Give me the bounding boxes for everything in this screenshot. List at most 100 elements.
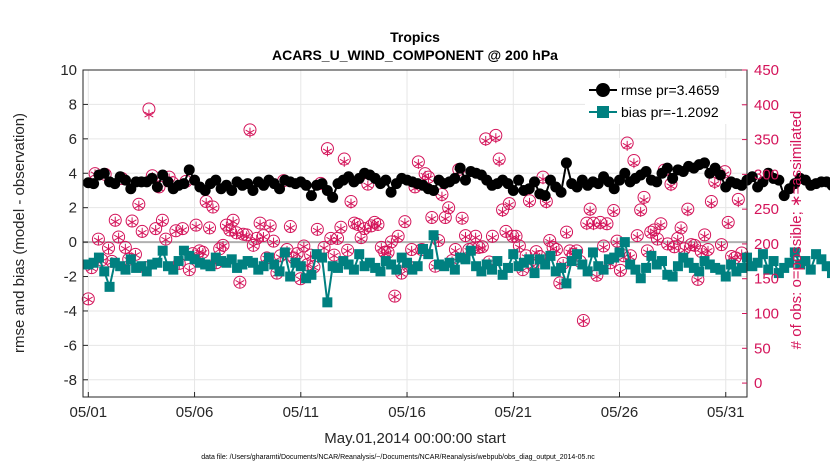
obs-assimilated-point	[602, 220, 612, 231]
legend-bias-label: bias pr=-1.2092	[621, 104, 719, 120]
bias-point	[412, 261, 423, 272]
rmse-point	[773, 174, 785, 186]
obs-assimilated-point	[110, 216, 120, 227]
obs-assimilated-point	[656, 220, 666, 231]
bias-point	[232, 262, 243, 273]
rmse-point	[183, 164, 195, 176]
right-tick-label: 50	[754, 340, 771, 357]
bias-point	[237, 259, 248, 270]
obs-assimilated-point	[481, 135, 491, 146]
bias-point	[667, 271, 678, 282]
bias-point	[83, 259, 94, 270]
right-tick-label: 350	[754, 132, 779, 149]
obs-assimilated-point	[524, 197, 535, 208]
obs-assimilated-point	[716, 241, 727, 252]
rmse-point	[640, 166, 652, 178]
obs-assimilated-point	[231, 229, 242, 240]
bias-point	[109, 257, 120, 268]
obs-assimilated-point	[629, 158, 639, 169]
bias-point	[572, 249, 583, 260]
obs-possible-point	[182, 263, 196, 277]
bias-point	[173, 256, 184, 267]
right-tick-label: 250	[754, 201, 779, 218]
obs-assimilated-point	[343, 245, 353, 256]
rmse-point	[507, 184, 519, 196]
bias-point	[518, 257, 529, 268]
rmse-point	[88, 178, 100, 190]
bias-point	[444, 257, 455, 268]
x-tick-label: 05/21	[494, 404, 532, 421]
bias-point	[476, 266, 487, 277]
bias-point	[816, 254, 827, 265]
obs-assimilated-point	[632, 231, 642, 242]
bias-point	[566, 256, 577, 267]
obs-assimilated-point	[710, 179, 720, 190]
bias-point	[194, 257, 205, 268]
bias-point	[757, 249, 768, 260]
obs-assimilated-point	[265, 222, 275, 233]
bias-point	[646, 250, 657, 261]
bias-point	[603, 254, 614, 265]
rmse-point	[459, 174, 471, 186]
obs-assimilated-point	[225, 226, 235, 237]
obs-assimilated-point	[285, 222, 295, 233]
left-tick-label: -6	[64, 337, 77, 354]
rmse-point	[619, 167, 631, 179]
left-axis: -8 -6 -4 -2 0 2 4 6 8 10	[60, 62, 88, 389]
obs-assimilated-point	[497, 206, 508, 217]
bias-point	[417, 243, 428, 254]
obs-assimilated-point	[322, 146, 333, 157]
chart-subtitle: ACARS_U_WIND_COMPONENT @ 200 hPa	[272, 47, 558, 63]
obs-assimilated-point	[700, 231, 710, 242]
obs-assimilated-point	[514, 242, 525, 253]
obs-assimilated-point	[356, 234, 366, 245]
obs-assimilated-point	[578, 316, 588, 327]
bias-point	[598, 264, 609, 275]
bias-point	[540, 259, 551, 270]
x-tick-label: 05/16	[388, 404, 426, 421]
bias-point	[545, 250, 556, 261]
obs-assimilated-point	[649, 226, 659, 237]
bias-point	[577, 259, 588, 270]
rmse-point	[667, 172, 679, 184]
bias-point	[524, 254, 535, 265]
bias-point	[131, 262, 142, 273]
rmse-point	[560, 157, 572, 169]
obs-assimilated-point	[407, 245, 417, 256]
right-tick-label: 0	[754, 375, 762, 392]
obs-assimilated-point	[386, 238, 397, 249]
obs-assimilated-point	[491, 133, 501, 144]
bias-point	[205, 261, 216, 272]
bias-point	[189, 254, 200, 265]
left-tick-label: 10	[60, 62, 77, 79]
bias-point	[407, 264, 418, 275]
bias-point	[343, 259, 354, 270]
obs-assimilated-point	[329, 250, 339, 261]
obs-assimilated-point	[413, 158, 423, 169]
right-tick-label: 300	[754, 166, 779, 183]
obs-assimilated-point	[171, 226, 181, 237]
rmse-point	[305, 190, 317, 202]
obs-assimilated-point	[400, 218, 410, 229]
bias-point	[364, 257, 375, 268]
bias-point	[731, 266, 742, 277]
bias-point	[359, 261, 370, 272]
obs-possible-point	[297, 239, 311, 253]
y-axis-label-right: # of obs: o=possible; ∗=assimilated	[788, 111, 805, 350]
bias-series	[83, 230, 830, 308]
obs-assimilated-point	[545, 236, 555, 247]
bias-point	[779, 262, 790, 273]
obs-assimilated-point	[151, 225, 161, 236]
left-tick-label: 2	[69, 200, 77, 217]
bias-point	[428, 230, 439, 241]
rmse-series	[82, 157, 830, 203]
obs-assimilated-point	[258, 231, 269, 242]
legend-bias-marker	[597, 106, 609, 118]
bias-point	[641, 262, 652, 273]
bias-point	[226, 254, 237, 265]
bias-point	[672, 261, 683, 272]
bias-point	[269, 259, 280, 270]
bias-point	[311, 249, 322, 260]
legend-box	[585, 78, 741, 124]
bias-point	[157, 245, 168, 256]
